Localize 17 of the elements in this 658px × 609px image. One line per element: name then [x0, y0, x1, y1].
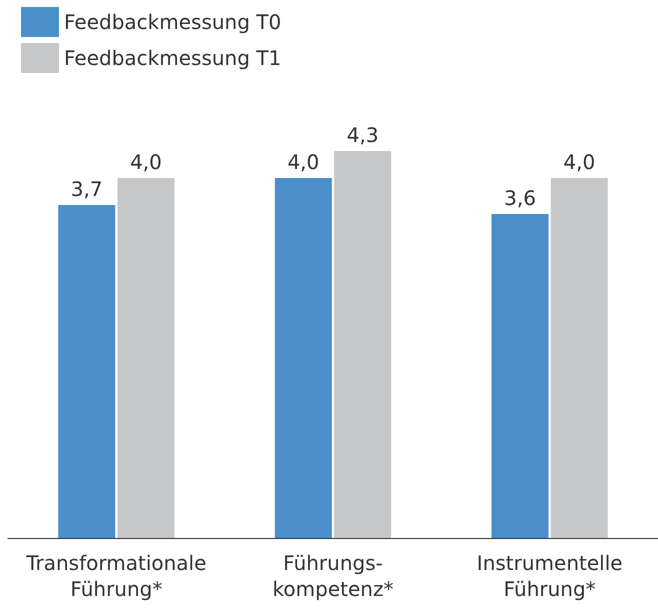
bar	[334, 151, 392, 538]
data-label: 4,3	[346, 123, 379, 147]
data-label: 3,7	[70, 177, 103, 201]
legend-label: Feedbackmessung T1	[64, 46, 282, 70]
data-label: 4,0	[563, 150, 596, 174]
bar	[274, 178, 332, 538]
x-tick-label: Führungs- kompetenz*	[272, 551, 394, 601]
data-label: 4,0	[130, 150, 162, 174]
x-tick-label: Transformationale Führung*	[25, 551, 206, 601]
bar	[58, 205, 116, 538]
x-tick-label: Instrumentelle Führung*	[476, 551, 623, 601]
data-label: 3,6	[504, 186, 536, 210]
bar	[550, 178, 608, 538]
legend-label: Feedbackmessung T0	[64, 10, 282, 34]
bar	[117, 178, 174, 538]
bar	[492, 214, 549, 538]
data-label: 4,0	[287, 150, 320, 174]
